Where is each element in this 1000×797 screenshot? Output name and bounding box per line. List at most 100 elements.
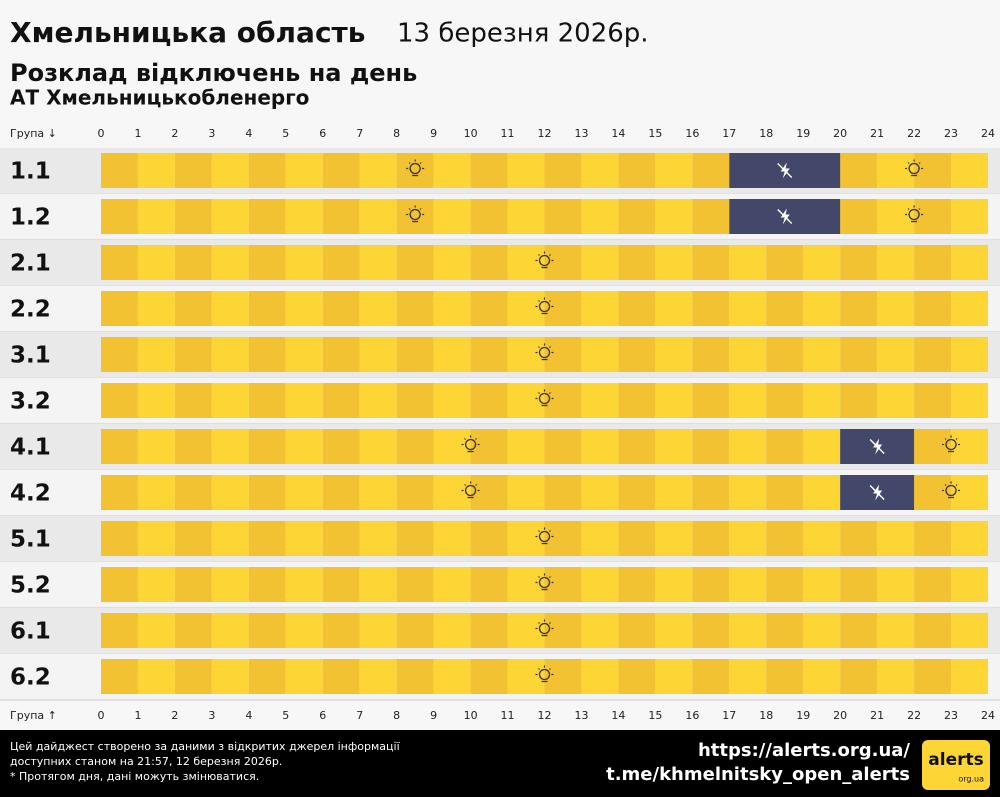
off-icon <box>869 484 885 501</box>
hour-cell <box>729 613 767 648</box>
hour-cell <box>507 521 545 556</box>
hour-cell <box>618 567 656 602</box>
hour-cell <box>618 337 656 372</box>
hour-cell <box>655 245 693 280</box>
bulb-ray <box>955 438 958 440</box>
hour-cell <box>951 475 988 510</box>
hour-cell <box>396 245 434 280</box>
hour-cell <box>396 199 434 234</box>
hour-cell <box>914 521 952 556</box>
off-icon <box>869 438 885 455</box>
hour-cell <box>581 521 619 556</box>
logo-sub: org.ua <box>958 775 984 784</box>
hour-cell <box>544 429 582 464</box>
hour-cell <box>507 429 545 464</box>
row-label: 2.1 <box>10 251 51 277</box>
hour-cell <box>803 567 841 602</box>
hour-cell <box>322 659 360 694</box>
hour-cell <box>692 199 730 234</box>
x-tick-label: 18 <box>759 709 773 722</box>
bulb-ray <box>549 668 551 670</box>
hour-cell <box>618 383 656 418</box>
hour-cell <box>951 521 988 556</box>
hour-cell <box>285 659 323 694</box>
group-label: Група ↑ <box>10 709 57 722</box>
bulb <box>945 484 957 497</box>
link[interactable]: https://alerts.org.ua/ <box>698 740 910 761</box>
bulb <box>409 208 421 221</box>
hour-cell <box>285 567 323 602</box>
row-label: 2.2 <box>10 297 51 323</box>
hour-cell <box>507 245 545 280</box>
hour-cell <box>322 567 360 602</box>
x-tick-label: 15 <box>648 127 662 140</box>
x-tick-label: 9 <box>430 709 437 722</box>
bulb <box>538 346 551 359</box>
on-icon <box>535 573 554 591</box>
hour-cell <box>951 337 988 372</box>
bulb <box>409 162 421 175</box>
hour-cell <box>914 429 952 464</box>
hour-cell <box>322 475 360 510</box>
hour-cell <box>470 429 508 464</box>
bulb-ray <box>538 622 540 624</box>
row-label: 1.1 <box>10 159 51 185</box>
bulb-ray <box>475 438 478 440</box>
x-tick-label: 20 <box>833 709 847 722</box>
hour-cell <box>285 245 323 280</box>
hour-cell <box>618 521 656 556</box>
hour-cell <box>359 337 397 372</box>
bulb-ray <box>538 300 540 302</box>
bulb <box>908 162 920 175</box>
bulb-ray <box>475 484 478 486</box>
bulb-ray <box>408 162 411 164</box>
row-label: 6.2 <box>10 665 51 691</box>
x-tick-label: 4 <box>245 127 252 140</box>
hour-cell <box>211 659 249 694</box>
logo-bg <box>922 740 990 790</box>
hour-cell <box>211 383 249 418</box>
hour-cell <box>544 153 582 188</box>
hour-cell <box>285 521 323 556</box>
bulb <box>945 438 957 451</box>
hour-cell <box>581 383 619 418</box>
hour-cell <box>248 153 286 188</box>
footer-note: доступних станом на 21:57, 12 березня 20… <box>10 755 282 768</box>
hour-cell <box>507 291 545 326</box>
hour-cell <box>951 429 988 464</box>
link[interactable]: t.me/khmelnitsky_open_alerts <box>606 764 910 785</box>
hour-cell <box>655 475 693 510</box>
row-label: 3.2 <box>10 389 51 415</box>
hour-cell <box>101 613 138 648</box>
hour-cell <box>729 429 767 464</box>
hour-cell <box>877 613 915 648</box>
x-tick-label: 11 <box>501 127 515 140</box>
footer-note: Цей дайджест створено за даними з відкри… <box>10 740 401 753</box>
hour-cell <box>581 153 619 188</box>
bulb-ray <box>419 208 422 210</box>
chart-title: Хмельницька область <box>10 16 365 49</box>
hour-cell <box>655 199 693 234</box>
x-tick-label: 16 <box>685 709 699 722</box>
hour-cell <box>692 613 730 648</box>
hour-cell <box>359 199 397 234</box>
on-icon <box>535 527 554 545</box>
hour-cell <box>137 337 175 372</box>
bulb-ray <box>538 668 540 670</box>
hour-cell <box>248 475 286 510</box>
hour-cell <box>766 245 804 280</box>
hour-cell <box>544 337 582 372</box>
x-tick-label: 12 <box>538 709 552 722</box>
hour-cell <box>803 613 841 648</box>
hour-cell <box>766 429 804 464</box>
hour-cell <box>877 291 915 326</box>
hour-cell <box>581 567 619 602</box>
hour-cell <box>655 383 693 418</box>
hour-cell <box>840 567 878 602</box>
x-tick-label: 23 <box>944 709 958 722</box>
bulb <box>538 668 551 681</box>
hour-cell <box>174 613 212 648</box>
x-tick-label: 5 <box>282 127 289 140</box>
bulb-ray <box>549 530 551 532</box>
